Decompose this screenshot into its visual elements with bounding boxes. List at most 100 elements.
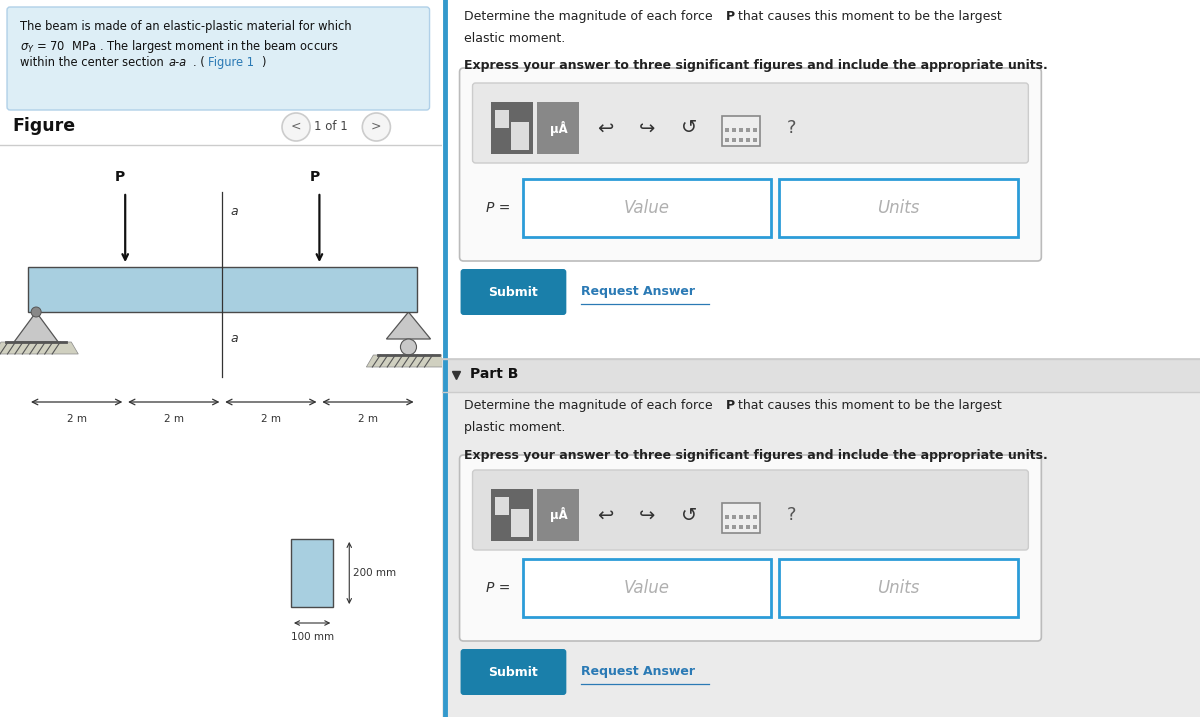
Text: μÅ: μÅ [550, 120, 568, 136]
Text: 1 of 1: 1 of 1 [314, 120, 348, 133]
Text: ↺: ↺ [680, 505, 697, 525]
Text: elastic moment.: elastic moment. [463, 32, 565, 45]
Bar [746, 138, 750, 142]
Bar [442, 359, 1200, 392]
FancyBboxPatch shape [473, 83, 1028, 163]
Bar [538, 489, 580, 541]
Text: P: P [115, 170, 125, 184]
FancyBboxPatch shape [460, 68, 1042, 261]
Text: Determine the magnitude of each force: Determine the magnitude of each force [463, 10, 716, 23]
Bar [752, 128, 757, 132]
Bar [523, 179, 770, 237]
Bar [732, 128, 736, 132]
Text: . (: . ( [193, 56, 204, 69]
Bar [492, 489, 534, 541]
Text: P =: P = [486, 201, 510, 215]
Text: that causes this moment to be the largest: that causes this moment to be the larges… [734, 10, 1002, 23]
Text: <: < [290, 120, 301, 133]
Bar [511, 122, 529, 150]
Bar [739, 128, 743, 132]
Text: Express your answer to three significant figures and include the appropriate uni: Express your answer to three significant… [463, 59, 1048, 72]
Polygon shape [366, 355, 451, 367]
Bar [746, 515, 750, 519]
Text: P: P [310, 170, 319, 184]
FancyBboxPatch shape [7, 7, 430, 110]
Bar [732, 525, 736, 529]
Text: ↪: ↪ [638, 118, 655, 138]
Text: The beam is made of an elastic-plastic material for which: The beam is made of an elastic-plastic m… [20, 20, 352, 33]
Text: Part B: Part B [469, 367, 518, 381]
Text: P =: P = [486, 581, 510, 595]
Bar [292, 539, 334, 607]
Bar [725, 525, 728, 529]
Text: ↪: ↪ [638, 505, 655, 525]
Text: Figure 1: Figure 1 [208, 56, 253, 69]
Bar [496, 110, 510, 128]
Text: Determine the magnitude of each force: Determine the magnitude of each force [463, 399, 716, 412]
Text: P: P [726, 399, 736, 412]
Bar [492, 102, 534, 154]
Bar [779, 179, 1019, 237]
Text: Express your answer to three significant figures and include the appropriate uni: Express your answer to three significant… [463, 449, 1048, 462]
Text: Request Answer: Request Answer [581, 665, 695, 678]
Bar [28, 267, 416, 312]
Text: ↺: ↺ [680, 118, 697, 138]
Text: ?: ? [787, 119, 797, 137]
Text: 200 mm: 200 mm [353, 568, 396, 578]
Text: 2 m: 2 m [260, 414, 281, 424]
Polygon shape [386, 312, 431, 339]
Bar [732, 515, 736, 519]
Bar [746, 128, 750, 132]
Bar [523, 559, 770, 617]
Bar [739, 525, 743, 529]
FancyBboxPatch shape [461, 269, 566, 315]
Text: ?: ? [787, 506, 797, 524]
Text: a: a [230, 205, 238, 218]
Text: Submit: Submit [488, 285, 539, 298]
Text: Value: Value [624, 579, 670, 597]
Text: a-a: a-a [169, 56, 187, 69]
Text: Request Answer: Request Answer [581, 285, 695, 298]
Bar [722, 503, 760, 533]
Text: Figure: Figure [12, 117, 76, 135]
Text: plastic moment.: plastic moment. [463, 421, 565, 434]
Bar [752, 525, 757, 529]
Bar [511, 509, 529, 537]
Bar [442, 0, 1200, 359]
FancyBboxPatch shape [461, 649, 566, 695]
FancyBboxPatch shape [473, 470, 1028, 550]
Text: Units: Units [877, 579, 920, 597]
Text: 100 mm: 100 mm [290, 632, 334, 642]
Bar [739, 515, 743, 519]
Circle shape [401, 339, 416, 355]
Text: that causes this moment to be the largest: that causes this moment to be the larges… [734, 399, 1002, 412]
Text: 2 m: 2 m [67, 414, 86, 424]
Text: >: > [371, 120, 382, 133]
Text: μÅ: μÅ [550, 508, 568, 523]
Bar [722, 116, 760, 146]
Text: Value: Value [624, 199, 670, 217]
Bar [732, 138, 736, 142]
Polygon shape [0, 342, 78, 354]
Text: ↩: ↩ [598, 118, 613, 138]
Bar [725, 138, 728, 142]
Text: ): ) [260, 56, 265, 69]
Bar [746, 525, 750, 529]
Text: Units: Units [877, 199, 920, 217]
Text: 2 m: 2 m [358, 414, 378, 424]
Circle shape [31, 307, 41, 317]
Bar [442, 359, 1200, 717]
Text: 2 m: 2 m [163, 414, 184, 424]
Text: $\sigma_Y$ = 70  MPa . The largest moment in the beam occurs: $\sigma_Y$ = 70 MPa . The largest moment… [20, 38, 338, 55]
Bar [538, 102, 580, 154]
Text: ↩: ↩ [598, 505, 613, 525]
Bar [739, 138, 743, 142]
Bar [496, 497, 510, 515]
Bar [725, 515, 728, 519]
Text: P: P [726, 10, 736, 23]
Polygon shape [14, 312, 59, 342]
Bar [779, 559, 1019, 617]
FancyBboxPatch shape [460, 455, 1042, 641]
Bar [752, 515, 757, 519]
Bar [725, 128, 728, 132]
